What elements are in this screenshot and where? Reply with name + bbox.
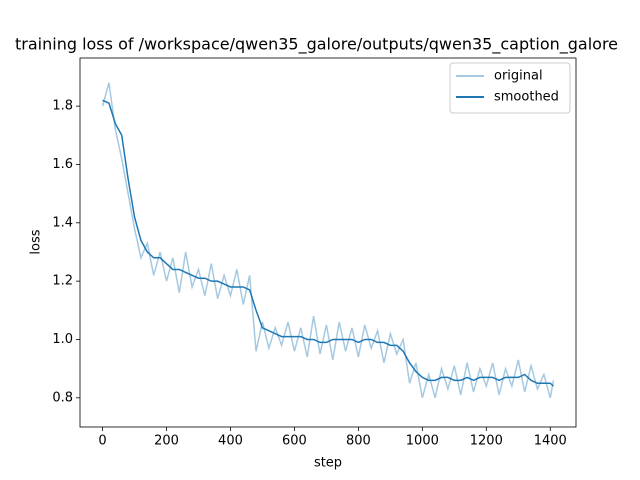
chart-title: training loss of /workspace/qwen35_galor…	[15, 35, 618, 55]
x-tick-label: 1000	[406, 434, 439, 449]
y-tick-label: 1.0	[52, 332, 73, 347]
plot-frame	[79, 57, 577, 428]
y-axis-label: loss	[29, 229, 44, 254]
x-tick-label: 600	[282, 434, 307, 449]
x-tick-label: 800	[346, 434, 371, 449]
x-tick-label: 1400	[534, 434, 567, 449]
y-tick-label: 1.6	[52, 157, 73, 172]
y-tick-label: 0.8	[52, 390, 73, 405]
y-tick-label: 1.4	[52, 215, 73, 230]
x-tick-label: 200	[154, 434, 179, 449]
x-axis-label: step	[314, 456, 342, 471]
legend-label: original	[494, 69, 543, 84]
y-tick-label: 1.2	[52, 274, 73, 289]
line-series	[101, 82, 555, 399]
y-tick-label: 1.8	[52, 99, 73, 114]
line-series	[102, 99, 554, 387]
x-tick-label: 1200	[470, 434, 503, 449]
legend-box	[449, 62, 571, 114]
x-tick-label: 0	[98, 434, 106, 449]
legend-label: smoothed	[494, 90, 559, 105]
x-tick-label: 400	[218, 434, 243, 449]
